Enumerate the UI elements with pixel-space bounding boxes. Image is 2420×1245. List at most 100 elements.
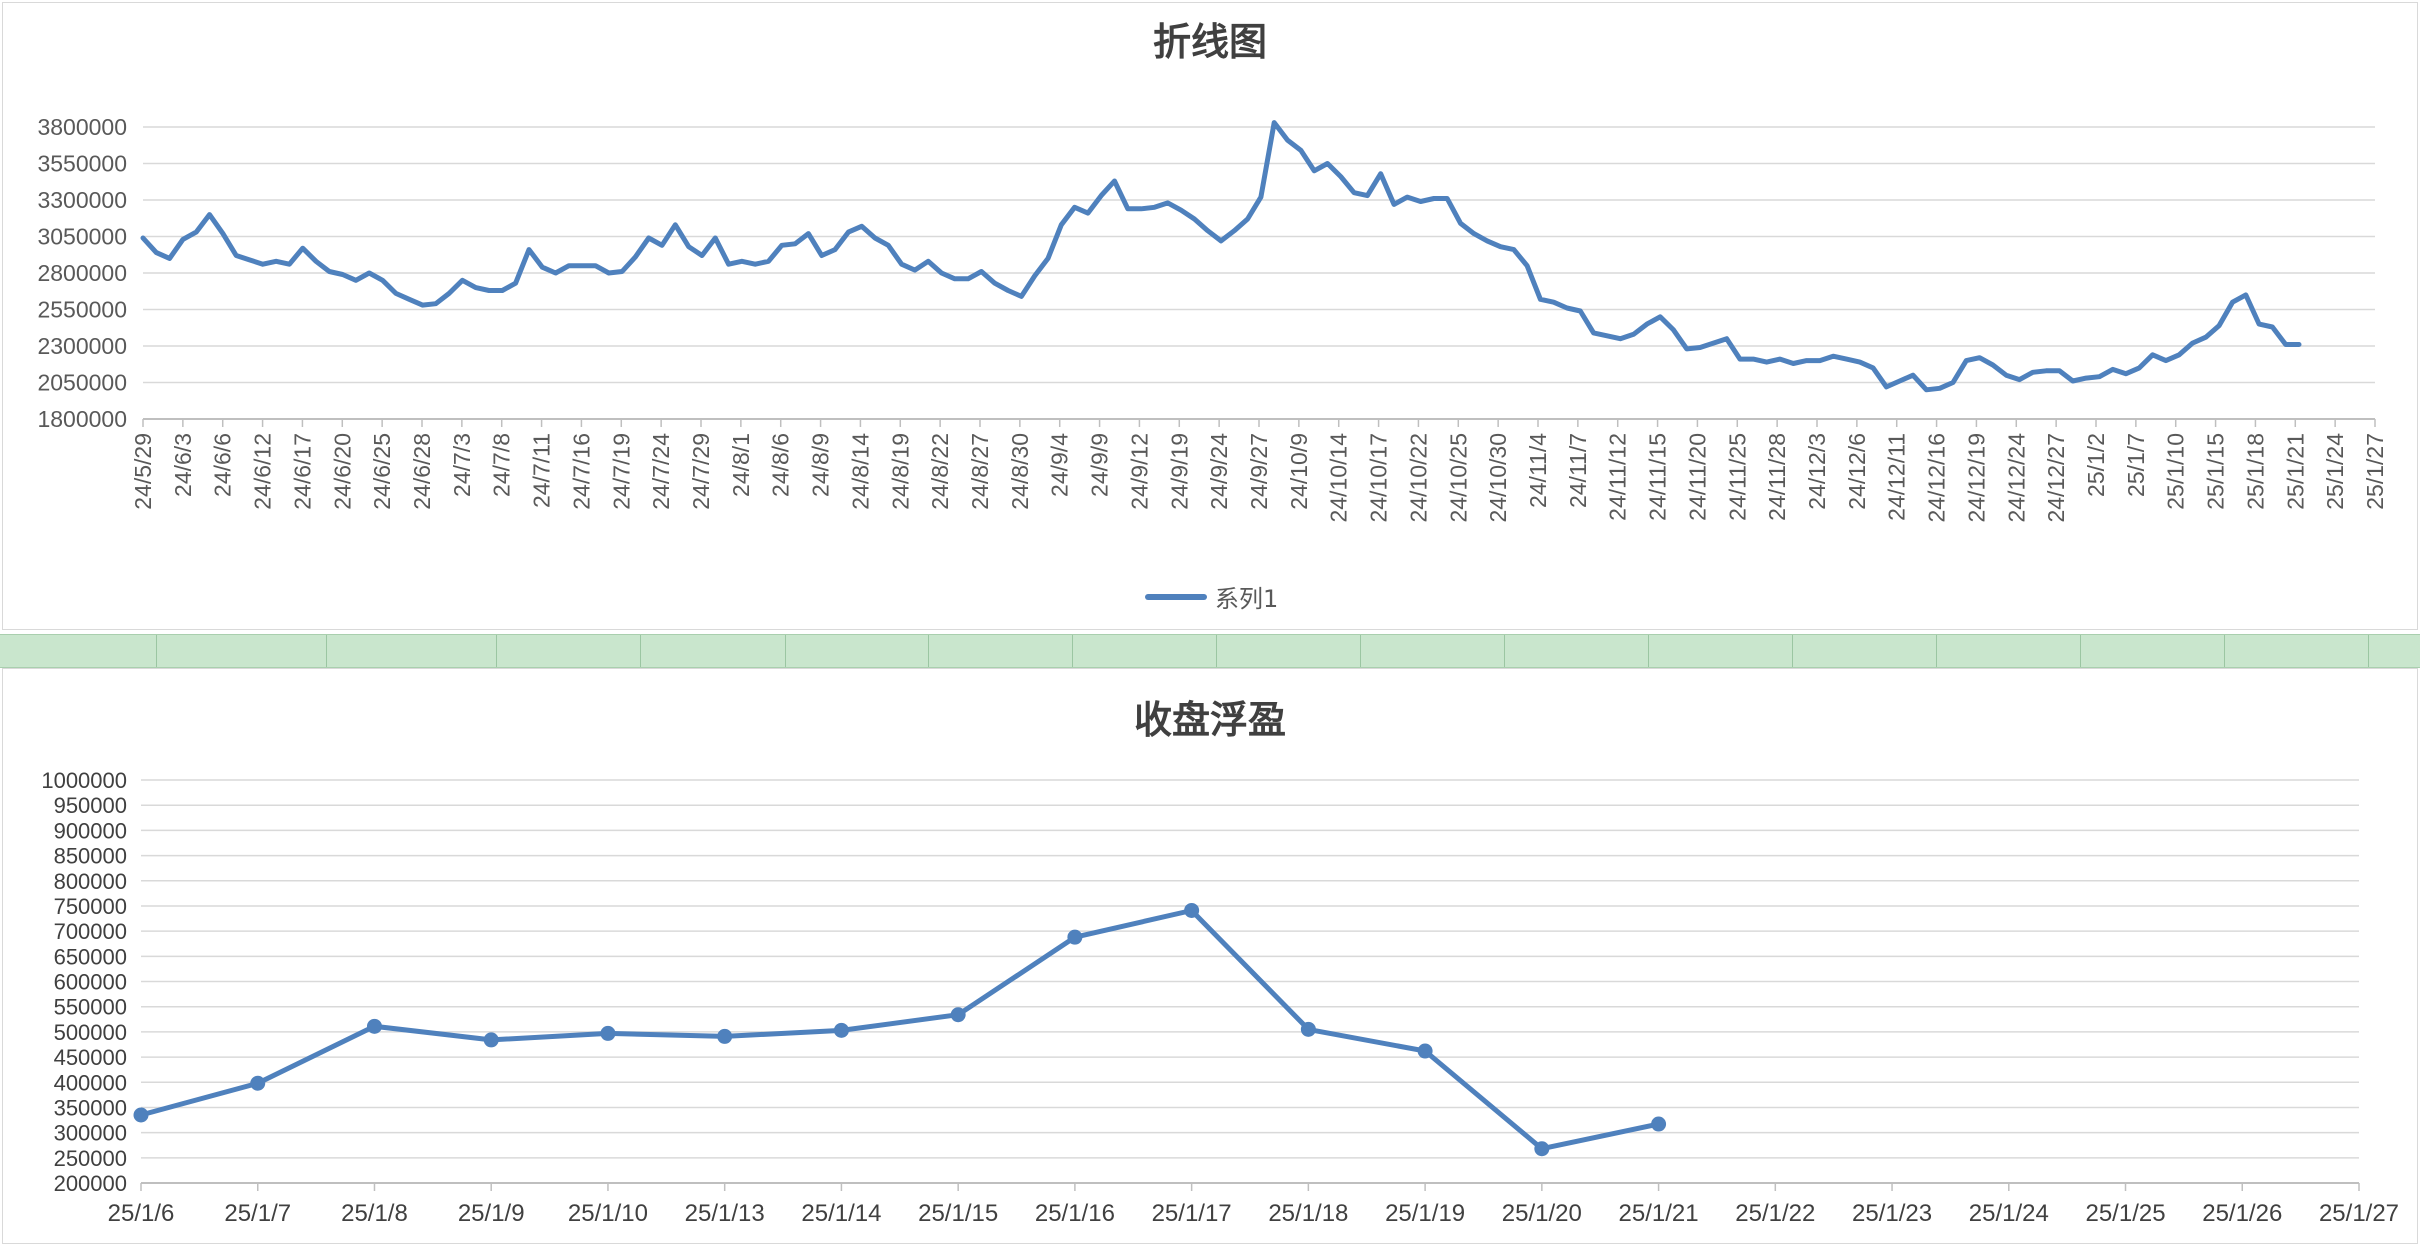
y-tick-label: 500000 xyxy=(54,1020,127,1045)
x-tick-label: 25/1/15 xyxy=(2203,433,2229,510)
sheet-column-divider xyxy=(928,635,929,667)
y-tick-label: 300000 xyxy=(54,1121,127,1146)
x-tick-label: 24/9/12 xyxy=(1126,433,1152,510)
x-tick-label: 25/1/19 xyxy=(1385,1200,1465,1227)
y-tick-label: 850000 xyxy=(54,844,127,869)
x-tick-label: 25/1/15 xyxy=(918,1200,998,1227)
y-tick-label: 200000 xyxy=(54,1171,127,1196)
x-tick-label: 24/8/22 xyxy=(927,433,953,510)
data-point-marker xyxy=(1417,1043,1433,1059)
y-tick-label: 3050000 xyxy=(37,224,127,250)
x-tick-label: 25/1/24 xyxy=(1969,1200,2049,1227)
data-point-marker xyxy=(483,1032,499,1048)
x-tick-label: 25/1/18 xyxy=(2242,433,2268,510)
x-tick-label: 24/12/24 xyxy=(2003,433,2029,523)
x-tick-label: 24/9/9 xyxy=(1087,433,1113,497)
y-tick-label: 1800000 xyxy=(37,406,127,432)
x-tick-label: 24/7/29 xyxy=(688,433,714,510)
x-tick-label: 24/6/17 xyxy=(289,433,315,510)
x-tick-label: 25/1/26 xyxy=(2202,1200,2282,1227)
sheet-column-divider xyxy=(496,635,497,667)
x-tick-label: 24/6/25 xyxy=(369,433,395,510)
x-tick-label: 25/1/10 xyxy=(2163,433,2189,510)
y-tick-label: 650000 xyxy=(54,944,127,969)
x-tick-label: 24/11/15 xyxy=(1645,433,1671,521)
x-tick-label: 25/1/24 xyxy=(2322,433,2348,510)
x-tick-label: 24/12/27 xyxy=(2043,433,2069,523)
sheet-column-divider xyxy=(640,635,641,667)
legend-swatch-series1 xyxy=(1145,593,1207,600)
x-tick-label: 25/1/7 xyxy=(2123,433,2149,497)
x-tick-label: 25/1/8 xyxy=(341,1200,408,1227)
chart-panel-bottom[interactable]: 200000 250000 300000 350000 400000 450000 5000… xyxy=(2,668,2418,1244)
x-tick-label: 24/12/19 xyxy=(1963,433,1989,523)
series-line xyxy=(138,908,1662,1152)
x-tick-label: 24/6/6 xyxy=(210,433,236,497)
x-tick-label: 24/8/14 xyxy=(847,433,873,510)
x-tick-label: 24/9/27 xyxy=(1246,433,1272,510)
x-tick-label: 24/8/27 xyxy=(967,433,993,510)
x-tick-label: 24/8/9 xyxy=(808,433,834,497)
sheet-column-divider xyxy=(2224,635,2225,667)
y-tick-label: 450000 xyxy=(54,1045,127,1070)
data-point-marker xyxy=(833,1022,849,1038)
x-tick-label: 24/6/12 xyxy=(250,433,276,510)
x-tick-label: 24/11/20 xyxy=(1684,433,1710,521)
x-tick-label: 25/1/16 xyxy=(1035,1200,1115,1227)
y-tick-label: 700000 xyxy=(54,919,127,944)
data-point-marker xyxy=(1651,1116,1667,1132)
x-tick-label: 25/1/25 xyxy=(2085,1200,2165,1227)
x-tick-label: 24/9/19 xyxy=(1166,433,1192,510)
y-tick-label: 400000 xyxy=(54,1070,127,1095)
sheet-column-divider xyxy=(785,635,786,667)
x-tick-label: 25/1/6 xyxy=(108,1200,175,1227)
sheet-column-divider xyxy=(1936,635,1937,667)
chart-panel-top[interactable]: 1800000 2050000 2300000 2550000 2800000 30500… xyxy=(2,2,2418,630)
x-tick-label: 24/10/25 xyxy=(1445,433,1471,523)
line-chart-bottom: 2000002500003000003500004000004500005000… xyxy=(41,768,2399,1227)
x-tick-label: 25/1/20 xyxy=(1502,1200,1582,1227)
y-tick-label: 900000 xyxy=(54,818,127,843)
x-tick-label: 24/7/19 xyxy=(608,433,634,510)
x-tick-label: 25/1/21 xyxy=(1619,1200,1699,1227)
x-tick-label: 24/10/17 xyxy=(1366,433,1392,523)
legend-label-series1: 系列1 xyxy=(1215,585,1279,613)
x-tick-label: 25/1/17 xyxy=(1152,1200,1232,1227)
line-chart-top: 1800000 2050000 2300000 2550000 2800000 30500… xyxy=(37,114,2388,523)
x-tick-label: 24/8/30 xyxy=(1007,433,1033,510)
x-tick-label: 24/6/20 xyxy=(329,433,355,510)
x-tick-label: 24/5/29 xyxy=(130,433,156,510)
sheet-column-divider xyxy=(1504,635,1505,667)
y-tick-label: 800000 xyxy=(54,869,127,894)
data-point-marker xyxy=(366,1018,382,1034)
x-tick-label: 25/1/18 xyxy=(1268,1200,1348,1227)
x-tick-label: 25/1/10 xyxy=(568,1200,648,1227)
sheet-column-divider xyxy=(1360,635,1361,667)
data-point-marker xyxy=(1184,902,1200,918)
data-point-marker xyxy=(250,1075,266,1091)
chart-title-bottom: 收盘浮盈 xyxy=(1133,698,1286,742)
x-tick-label: 24/10/14 xyxy=(1326,433,1352,523)
x-tick-label: 25/1/22 xyxy=(1735,1200,1815,1227)
y-tick-label: 350000 xyxy=(54,1095,127,1120)
chart-legend: 系列1 xyxy=(1145,579,1278,614)
spreadsheet-row-strip[interactable] xyxy=(0,634,2420,668)
sheet-column-divider xyxy=(1072,635,1073,667)
y-tick-label: 3800000 xyxy=(37,114,127,140)
x-tick-label: 24/7/3 xyxy=(449,433,475,497)
data-point-marker xyxy=(1300,1021,1316,1037)
x-tick-label: 24/10/22 xyxy=(1405,433,1431,523)
x-tick-label: 25/1/27 xyxy=(2362,433,2388,510)
data-point-marker xyxy=(133,1107,149,1123)
x-tick-label: 25/1/7 xyxy=(224,1200,291,1227)
y-tick-label: 3300000 xyxy=(37,187,127,213)
y-tick-label: 1000000 xyxy=(41,768,127,793)
x-tick-label: 24/9/24 xyxy=(1206,433,1232,510)
y-tick-label: 2050000 xyxy=(37,370,127,396)
x-tick-label: 24/8/6 xyxy=(768,433,794,497)
x-tick-label: 25/1/21 xyxy=(2282,433,2308,510)
sheet-column-divider xyxy=(1648,635,1649,667)
x-tick-label: 24/11/25 xyxy=(1724,433,1750,521)
y-tick-label: 950000 xyxy=(54,793,127,818)
data-point-marker xyxy=(717,1028,733,1044)
